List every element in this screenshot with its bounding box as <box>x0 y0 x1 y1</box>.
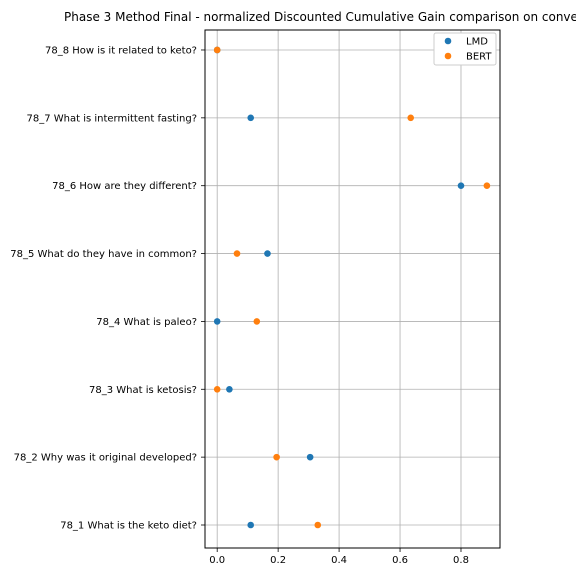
bert-point <box>213 385 221 393</box>
plot-frame <box>204 29 501 549</box>
grid-lines <box>201 30 500 552</box>
lmd-point <box>213 318 221 325</box>
legend: LMD BERT <box>433 32 497 66</box>
data-points <box>213 46 491 529</box>
y-tick-label: 78_8 How is it related to keto? <box>45 45 197 56</box>
y-tick-label: 78_7 What is intermittent fasting? <box>26 113 197 124</box>
y-tick-label: 78_6 How are they different? <box>52 181 197 192</box>
bert-point <box>213 46 221 54</box>
x-tick-label: 0.8 <box>453 555 469 566</box>
x-tick-labels: 0.0 0.2 0.4 0.6 0.8 <box>209 555 469 566</box>
lmd-point <box>457 182 465 189</box>
y-tick-label: 78_3 What is ketosis? <box>89 385 197 396</box>
bert-point <box>253 318 261 325</box>
legend-label-lmd: LMD <box>466 37 488 48</box>
y-tick-label: 78_5 What do they have in common? <box>10 249 197 260</box>
bert-point <box>483 182 491 189</box>
y-tick-label: 78_2 Why was it original developed? <box>14 453 197 464</box>
lmd-point <box>226 385 233 393</box>
x-tick-label: 0.0 <box>209 555 225 566</box>
y-tick-label: 78_1 What is the keto diet? <box>60 521 197 532</box>
x-tick-label: 0.6 <box>392 555 408 566</box>
legend-label-bert: BERT <box>466 52 492 63</box>
chart-title: Phase 3 Method Final - normalized Discou… <box>64 10 576 24</box>
lmd-point <box>247 114 255 122</box>
lmd-point <box>306 453 314 461</box>
bert-point <box>407 114 415 122</box>
lmd-point <box>264 250 271 257</box>
y-tick-labels: 78_1 What is the keto diet? 78_2 Why was … <box>10 45 197 531</box>
bert-point <box>273 453 280 461</box>
bert-point <box>233 250 241 257</box>
lmd-point <box>247 521 255 529</box>
legend-marker-lmd <box>444 37 452 45</box>
x-tick-label: 0.2 <box>270 555 286 566</box>
y-tick-label: 78_4 What is paleo? <box>96 317 197 328</box>
bert-point <box>314 521 322 529</box>
x-tick-label: 0.4 <box>331 555 347 566</box>
legend-marker-bert <box>444 52 452 60</box>
